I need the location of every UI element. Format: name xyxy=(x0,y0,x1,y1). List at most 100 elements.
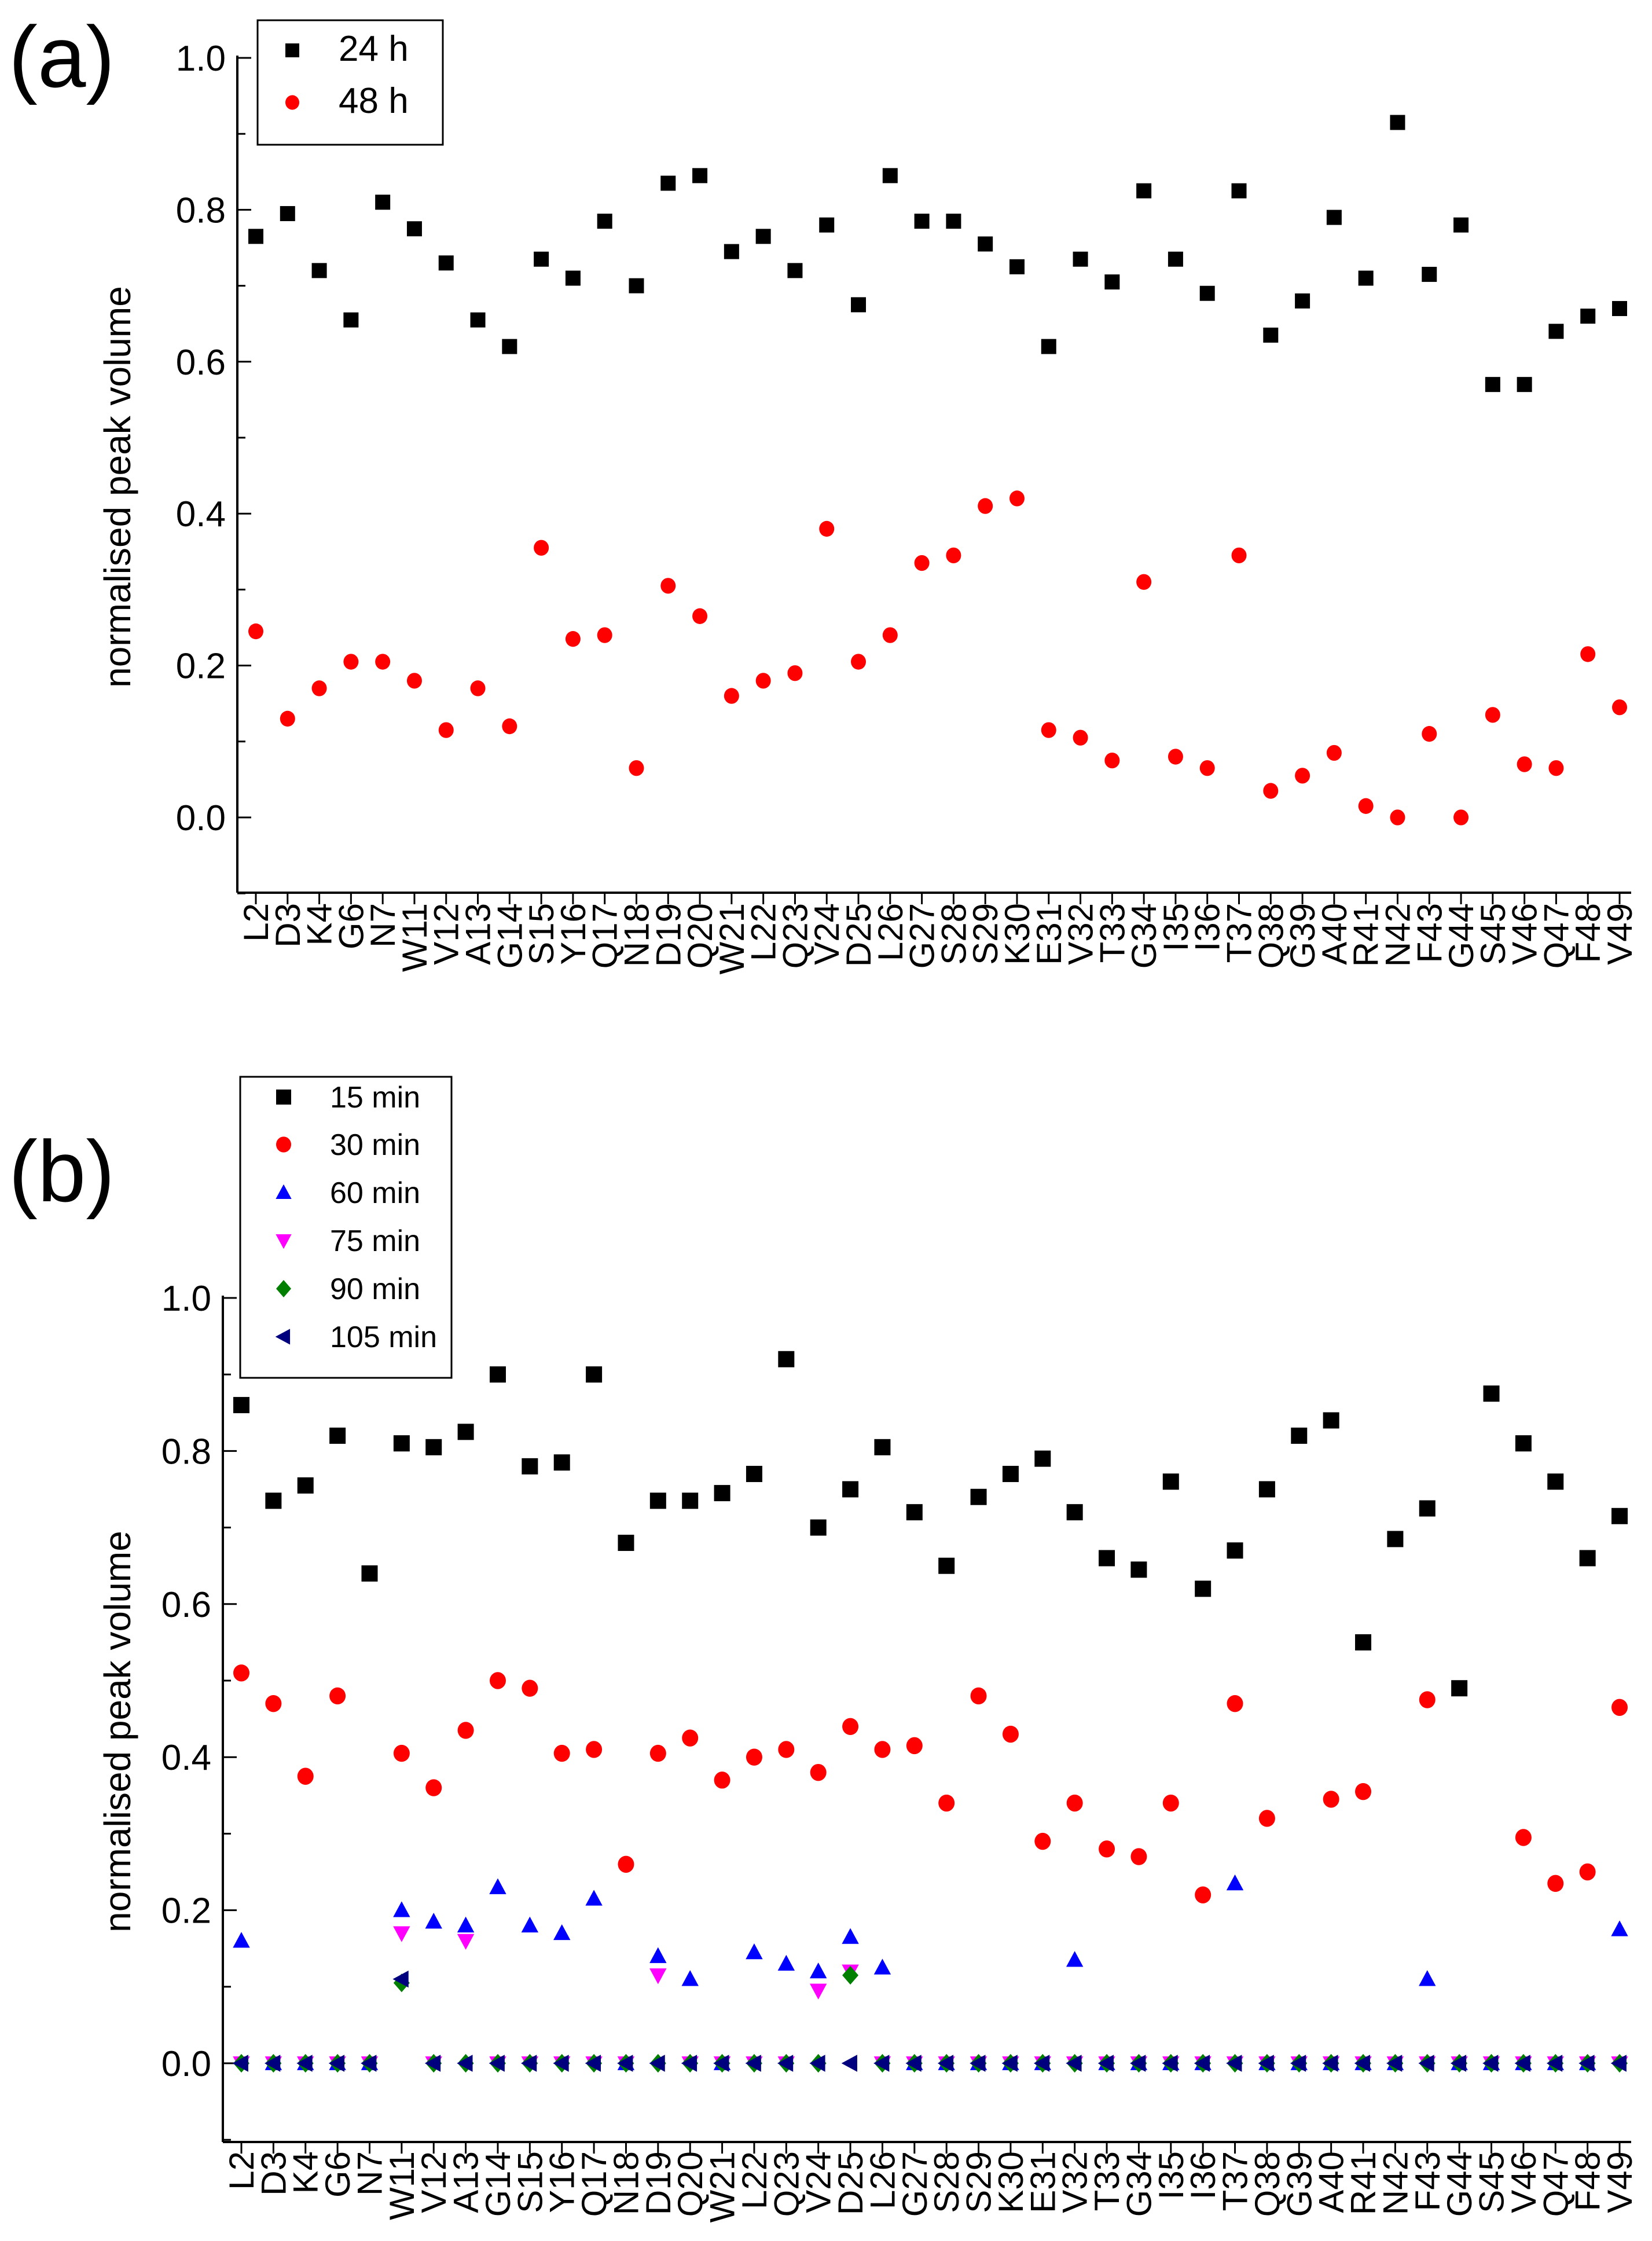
data-point xyxy=(424,2055,441,2072)
data-point xyxy=(1001,2055,1018,2072)
legend-marker xyxy=(276,1184,292,1200)
x-category-label: E31 xyxy=(1023,2151,1062,2213)
data-point xyxy=(522,1679,538,1697)
data-point xyxy=(1258,2055,1274,2072)
data-point xyxy=(777,2055,794,2072)
legend: 24 h 48 h xyxy=(256,19,444,146)
data-point xyxy=(1295,768,1310,784)
data-point xyxy=(1485,707,1500,723)
data-point xyxy=(297,1767,314,1785)
data-point xyxy=(946,547,961,564)
series-60-min xyxy=(233,1874,1628,2070)
data-point xyxy=(1002,1466,1019,1483)
data-point xyxy=(1453,217,1469,233)
data-point xyxy=(649,1947,667,1963)
data-point xyxy=(1227,1542,1243,1559)
y-tick-label: 0.4 xyxy=(176,494,226,534)
data-point xyxy=(520,2055,537,2072)
data-point xyxy=(565,631,581,647)
x-category-label: V12 xyxy=(427,903,466,965)
data-point xyxy=(1226,1874,1244,1891)
data-point xyxy=(1450,2055,1467,2072)
data-point xyxy=(978,236,993,252)
data-point xyxy=(681,2055,697,2072)
x-category-label: G39 xyxy=(1280,2151,1319,2217)
data-point xyxy=(629,278,644,294)
data-point xyxy=(649,1744,666,1762)
data-point xyxy=(1355,1782,1372,1800)
data-point xyxy=(457,1934,475,1950)
data-point xyxy=(393,1901,410,1917)
data-point xyxy=(375,195,391,210)
data-point xyxy=(1226,2055,1242,2072)
data-point xyxy=(280,206,295,221)
y-tick-label: 0.4 xyxy=(161,1738,211,1778)
x-category-label: D25 xyxy=(831,2151,870,2215)
data-point xyxy=(1104,752,1120,769)
data-point xyxy=(906,1737,923,1755)
x-category-label: W21 xyxy=(713,903,751,974)
data-point xyxy=(1168,749,1183,765)
x-category-label: I36 xyxy=(1184,2151,1223,2199)
x-category-label: G34 xyxy=(1119,2151,1158,2217)
data-point xyxy=(1162,1473,1179,1490)
data-point xyxy=(585,1890,603,1906)
data-point xyxy=(1136,574,1152,590)
data-point xyxy=(457,2055,473,2072)
data-point xyxy=(660,175,676,191)
data-point xyxy=(1009,490,1025,507)
x-category-label: F48 xyxy=(1569,2151,1607,2211)
data-point xyxy=(882,168,898,184)
y-tick-label: 1.0 xyxy=(176,39,226,79)
data-point xyxy=(233,1664,249,1682)
legend-marker xyxy=(276,1280,291,1297)
series-75-min xyxy=(233,1926,1628,2073)
x-category-label: N42 xyxy=(1376,2151,1415,2215)
data-point xyxy=(1419,1500,1436,1517)
y-tick-label: 0.8 xyxy=(176,190,226,230)
x-category-label: Q17 xyxy=(586,903,625,969)
data-point xyxy=(1580,646,1596,662)
data-point xyxy=(809,1962,827,1979)
data-point xyxy=(1041,722,1056,738)
x-category-label: S28 xyxy=(927,2151,966,2213)
data-point xyxy=(280,710,295,727)
x-category-label: S15 xyxy=(522,903,561,965)
x-category-label: N7 xyxy=(350,2151,389,2196)
data-point xyxy=(841,2055,857,2072)
x-category-label: Y16 xyxy=(554,903,593,965)
data-point xyxy=(970,1687,987,1705)
x-category-label: T37 xyxy=(1216,2151,1255,2211)
x-category-label: K4 xyxy=(300,903,339,945)
x-category-label: L2 xyxy=(222,2151,261,2190)
x-category-label: D3 xyxy=(269,903,307,948)
x-category-label: F48 xyxy=(1569,903,1607,963)
data-point xyxy=(746,1943,763,1960)
data-point xyxy=(457,1424,474,1440)
data-point xyxy=(746,1748,762,1766)
data-point xyxy=(618,1855,634,1873)
data-point xyxy=(1483,1385,1500,1402)
data-point xyxy=(681,1970,699,1986)
data-point xyxy=(1041,339,1056,354)
x-category-label: L2 xyxy=(237,903,276,942)
data-point xyxy=(1066,1794,1083,1812)
legend-marker xyxy=(285,43,299,57)
x-category-label: L26 xyxy=(871,903,910,961)
data-point xyxy=(819,520,835,537)
data-point xyxy=(534,251,549,267)
data-point xyxy=(361,2055,377,2072)
data-point xyxy=(264,2055,281,2072)
x-category-label: D19 xyxy=(639,2151,678,2215)
chart-panel-a: 0.0 0.2 0.4 0.6 0.8 1.0 L2D3K4G6N7W11V12A13G14… xyxy=(9,8,1639,974)
data-point xyxy=(1263,783,1279,799)
x-category-label: S15 xyxy=(511,2151,549,2213)
data-point xyxy=(682,1492,699,1509)
data-point xyxy=(425,1439,442,1455)
x-category-label: F43 xyxy=(1408,2151,1447,2211)
x-category-label: S45 xyxy=(1473,2151,1511,2213)
x-category-label: V24 xyxy=(807,903,846,965)
data-point xyxy=(521,1916,539,1932)
data-point xyxy=(1199,760,1215,776)
